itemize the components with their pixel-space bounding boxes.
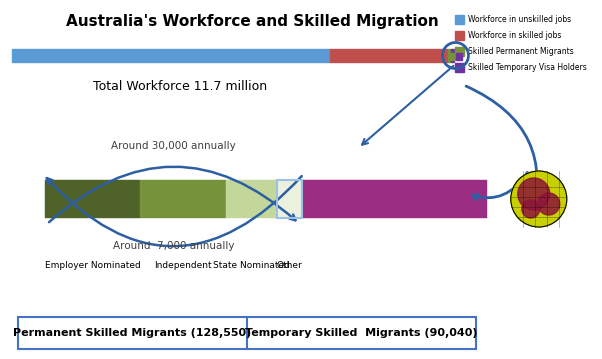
Bar (278, 180, 302, 218)
Bar (448, 49, 452, 62)
Circle shape (518, 178, 550, 210)
Text: Workforce in unskilled jobs: Workforce in unskilled jobs (468, 15, 571, 24)
Text: Skilled Temporary Visa Holders: Skilled Temporary Visa Holders (468, 64, 586, 73)
Bar (302, 180, 488, 218)
Text: Other: Other (276, 261, 302, 270)
Bar (45, 180, 140, 218)
Bar (18, 317, 476, 349)
Text: Around 30,000 annually: Around 30,000 annually (111, 141, 236, 151)
Bar (455, 47, 464, 56)
Circle shape (538, 193, 560, 215)
Bar (455, 63, 464, 72)
Bar (330, 49, 448, 62)
Bar (226, 180, 278, 218)
Text: Temporary Skilled  Migrants (90,040): Temporary Skilled Migrants (90,040) (245, 328, 477, 338)
Text: Independent: Independent (155, 261, 212, 270)
Bar (455, 31, 464, 40)
Circle shape (510, 171, 567, 227)
Bar (140, 180, 226, 218)
Text: Permanent Skilled Migrants (128,550): Permanent Skilled Migrants (128,550) (13, 328, 252, 338)
Text: Australia's Workforce and Skilled Migration: Australia's Workforce and Skilled Migrat… (66, 14, 439, 29)
Bar (455, 15, 464, 24)
Bar (12, 49, 330, 62)
Text: Workforce in skilled jobs: Workforce in skilled jobs (468, 32, 561, 41)
Bar (450, 52, 456, 60)
Bar (456, 52, 462, 60)
Text: State Nominated: State Nominated (214, 261, 290, 270)
Circle shape (522, 200, 540, 218)
Text: Employer Nominated: Employer Nominated (45, 261, 140, 270)
Text: Around  7,000 annually: Around 7,000 annually (113, 241, 234, 251)
Bar (278, 180, 302, 218)
Text: Skilled Permanent Migrants: Skilled Permanent Migrants (468, 47, 573, 56)
Bar (452, 49, 455, 62)
Text: Total Workforce 11.7 million: Total Workforce 11.7 million (93, 80, 267, 93)
